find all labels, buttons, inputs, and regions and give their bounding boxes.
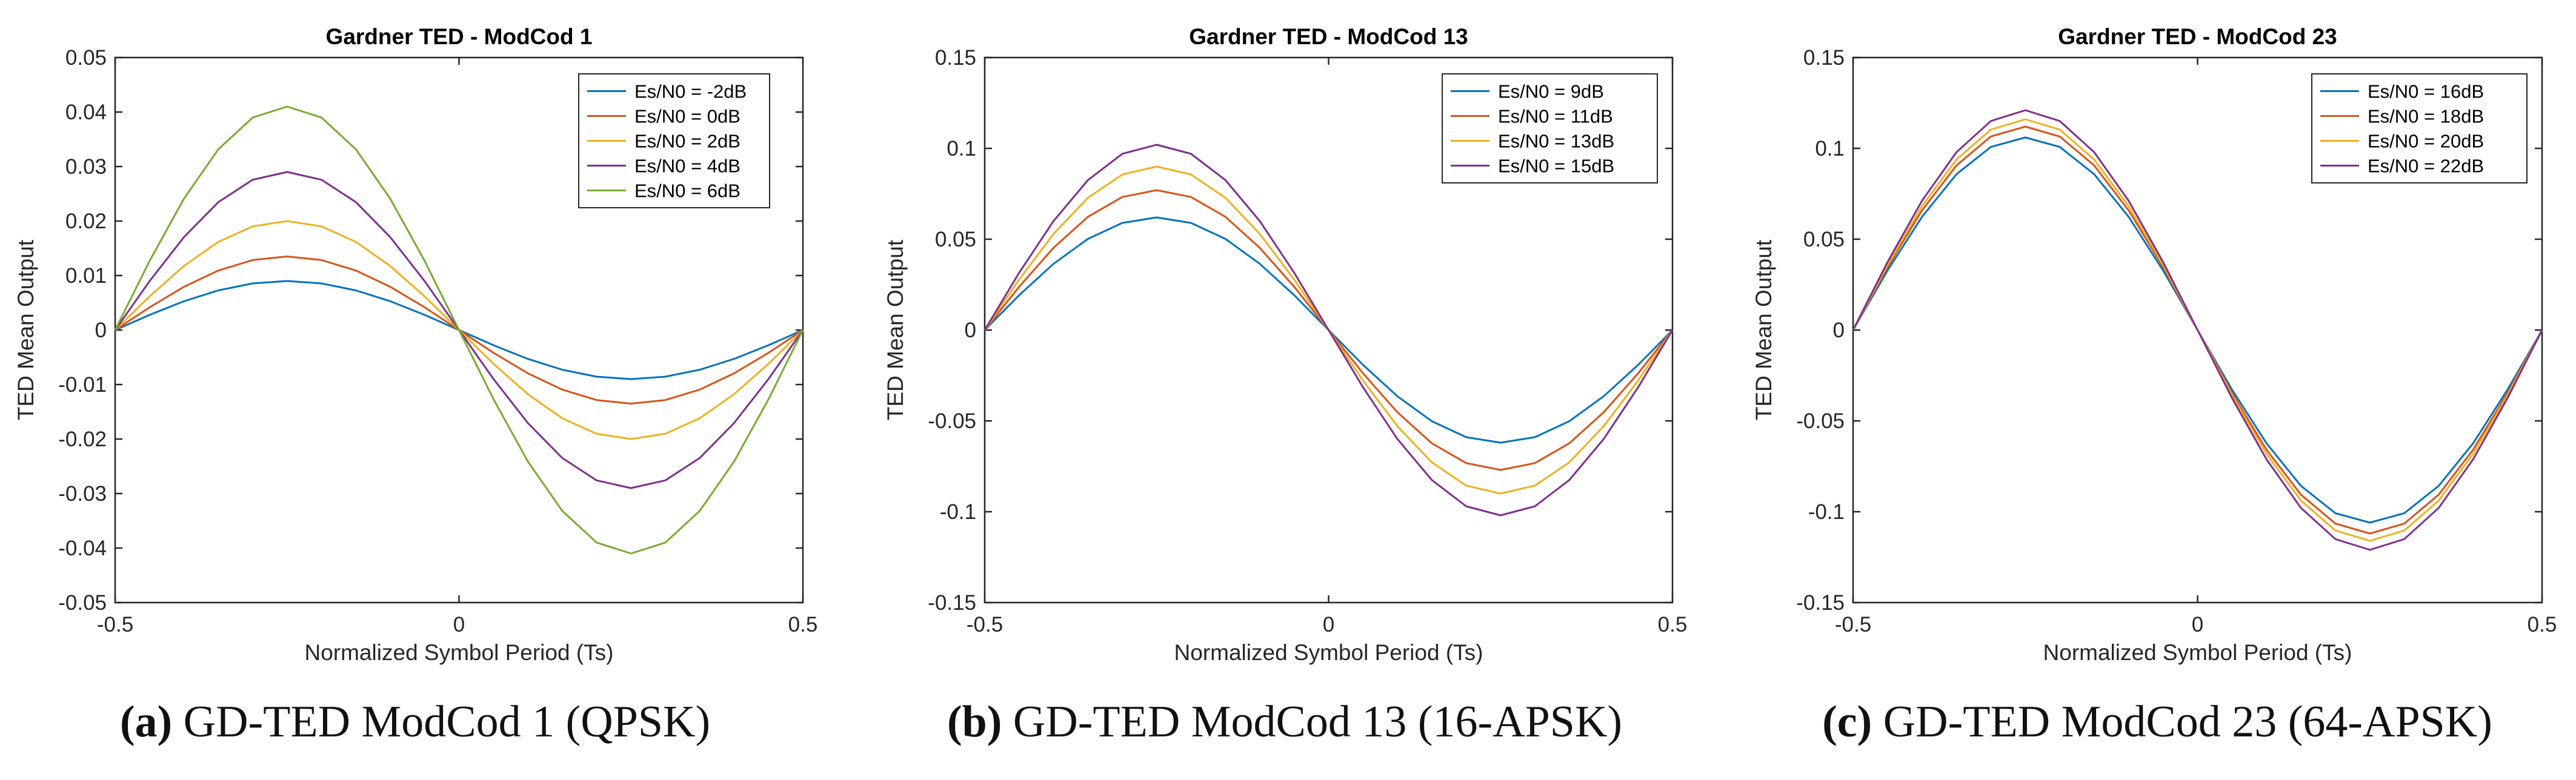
- legend-entry: Es/N0 = 9dB: [1498, 81, 1604, 102]
- legend: Es/N0 = 9dB Es/N0 = 11dB Es/N0 = 13dB Es/N0…: [1442, 73, 1658, 183]
- legend-entry: Es/N0 = 6dB: [634, 180, 741, 202]
- legend-entry: Es/N0 = 16dB: [2368, 81, 2484, 102]
- chart-title: Gardner TED - ModCod 23: [2058, 24, 2337, 49]
- caption-b: (b) GD-TED ModCod 13 (16-APSK): [894, 696, 1676, 763]
- x-tick-label: 0: [453, 613, 465, 636]
- chart-1: Gardner TED - ModCod 1 -0.5 0 0.5 -0.05 -0.04…: [13, 24, 817, 665]
- y-axis-label: TED Mean Output: [13, 239, 38, 420]
- legend-entry: Es/N0 = 13dB: [1498, 131, 1614, 152]
- y-axis-label: TED Mean Output: [1751, 239, 1776, 420]
- caption-a-label: (a): [119, 697, 173, 747]
- caption-b-label: (b): [947, 697, 1002, 747]
- caption-b-text: GD-TED ModCod 13 (16-APSK): [1013, 697, 1623, 747]
- x-tick-label: -0.5: [967, 613, 1003, 636]
- x-tick-label: -0.5: [1835, 613, 1871, 636]
- y-tick-label: -0.05: [1796, 409, 1845, 433]
- y-tick-label: -0.15: [928, 591, 976, 615]
- legend-entry: Es/N0 = 15dB: [1498, 156, 1614, 177]
- legend: Es/N0 = 16dB Es/N0 = 18dB Es/N0 = 20dB Es/N…: [2311, 73, 2528, 183]
- y-tick-label: -0.05: [928, 409, 976, 433]
- x-tick-label: 0.5: [788, 613, 818, 636]
- y-tick-label: -0.04: [58, 537, 107, 560]
- y-tick-label: -0.02: [58, 428, 107, 451]
- y-tick-label: -0.1: [1808, 500, 1845, 524]
- y-tick-label: 0: [1833, 319, 1845, 342]
- y-tick-label: 0.05: [65, 46, 107, 70]
- y-tick-label: 0.15: [935, 46, 976, 70]
- y-tick-label: -0.15: [1796, 591, 1845, 615]
- series-line-4: [983, 144, 1674, 517]
- caption-a-text: GD-TED ModCod 1 (QPSK): [183, 697, 711, 747]
- caption-c-label: (c): [1822, 697, 1872, 747]
- legend-entry: Es/N0 = 2dB: [634, 131, 741, 152]
- legend-entry: Es/N0 = 18dB: [2368, 106, 2484, 127]
- chart-title: Gardner TED - ModCod 13: [1189, 24, 1468, 49]
- y-tick-label: 0: [965, 319, 976, 342]
- y-tick-label: -0.01: [58, 373, 107, 397]
- y-tick-label: -0.1: [940, 500, 976, 524]
- chart-2: Gardner TED - ModCod 13 -0.5 0 0.5 -0.15 -0.1…: [883, 24, 1687, 665]
- legend-entry: Es/N0 = 11dB: [1498, 106, 1613, 127]
- legend-entry: Es/N0 = 4dB: [634, 156, 741, 177]
- caption-c: (c) GD-TED ModCod 23 (64-APSK): [1763, 696, 2551, 763]
- x-tick-label: 0: [2192, 613, 2203, 636]
- y-tick-label: 0.1: [1815, 137, 1845, 160]
- y-tick-label: 0.04: [65, 101, 107, 124]
- y-tick-label: 0.03: [65, 155, 107, 179]
- series-line-4: [1852, 109, 2543, 551]
- legend-entry: Es/N0 = 22dB: [2368, 156, 2484, 177]
- caption-a: (a) GD-TED ModCod 1 (QPSK): [24, 696, 806, 763]
- y-tick-label: -0.05: [58, 591, 107, 615]
- legend: Es/N0 = -2dB Es/N0 = 0dB Es/N0 = 2dB Es/N0 …: [578, 73, 770, 208]
- series-line-5: [114, 105, 804, 555]
- x-tick-label: 0.5: [1658, 613, 1688, 636]
- x-axis-label: Normalized Symbol Period (Ts): [2043, 640, 2352, 665]
- y-tick-label: -0.03: [58, 482, 107, 506]
- x-axis-label: Normalized Symbol Period (Ts): [305, 640, 614, 665]
- chart-title: Gardner TED - ModCod 1: [326, 24, 593, 49]
- caption-c-text: GD-TED ModCod 23 (64-APSK): [1883, 697, 2492, 747]
- chart-3: Gardner TED - ModCod 23 -0.5 0 0.5 -0.15 -0.1…: [1751, 24, 2557, 665]
- y-tick-label: 0.1: [947, 137, 976, 160]
- y-axis-label: TED Mean Output: [883, 239, 908, 420]
- y-tick-label: 0.05: [935, 228, 976, 251]
- y-tick-label: 0.15: [1803, 46, 1845, 70]
- y-tick-label: 0: [95, 319, 107, 342]
- y-tick-label: 0.01: [65, 264, 107, 288]
- y-tick-label: 0.02: [65, 210, 107, 233]
- x-axis-label: Normalized Symbol Period (Ts): [1174, 640, 1483, 665]
- legend-entry: Es/N0 = 0dB: [634, 106, 741, 127]
- x-tick-label: 0: [1323, 613, 1334, 636]
- legend-entry: Es/N0 = -2dB: [634, 81, 747, 102]
- y-tick-label: 0.05: [1803, 228, 1845, 251]
- legend-entry: Es/N0 = 20dB: [2368, 131, 2484, 152]
- x-tick-label: 0.5: [2528, 613, 2557, 636]
- x-tick-label: -0.5: [97, 613, 133, 636]
